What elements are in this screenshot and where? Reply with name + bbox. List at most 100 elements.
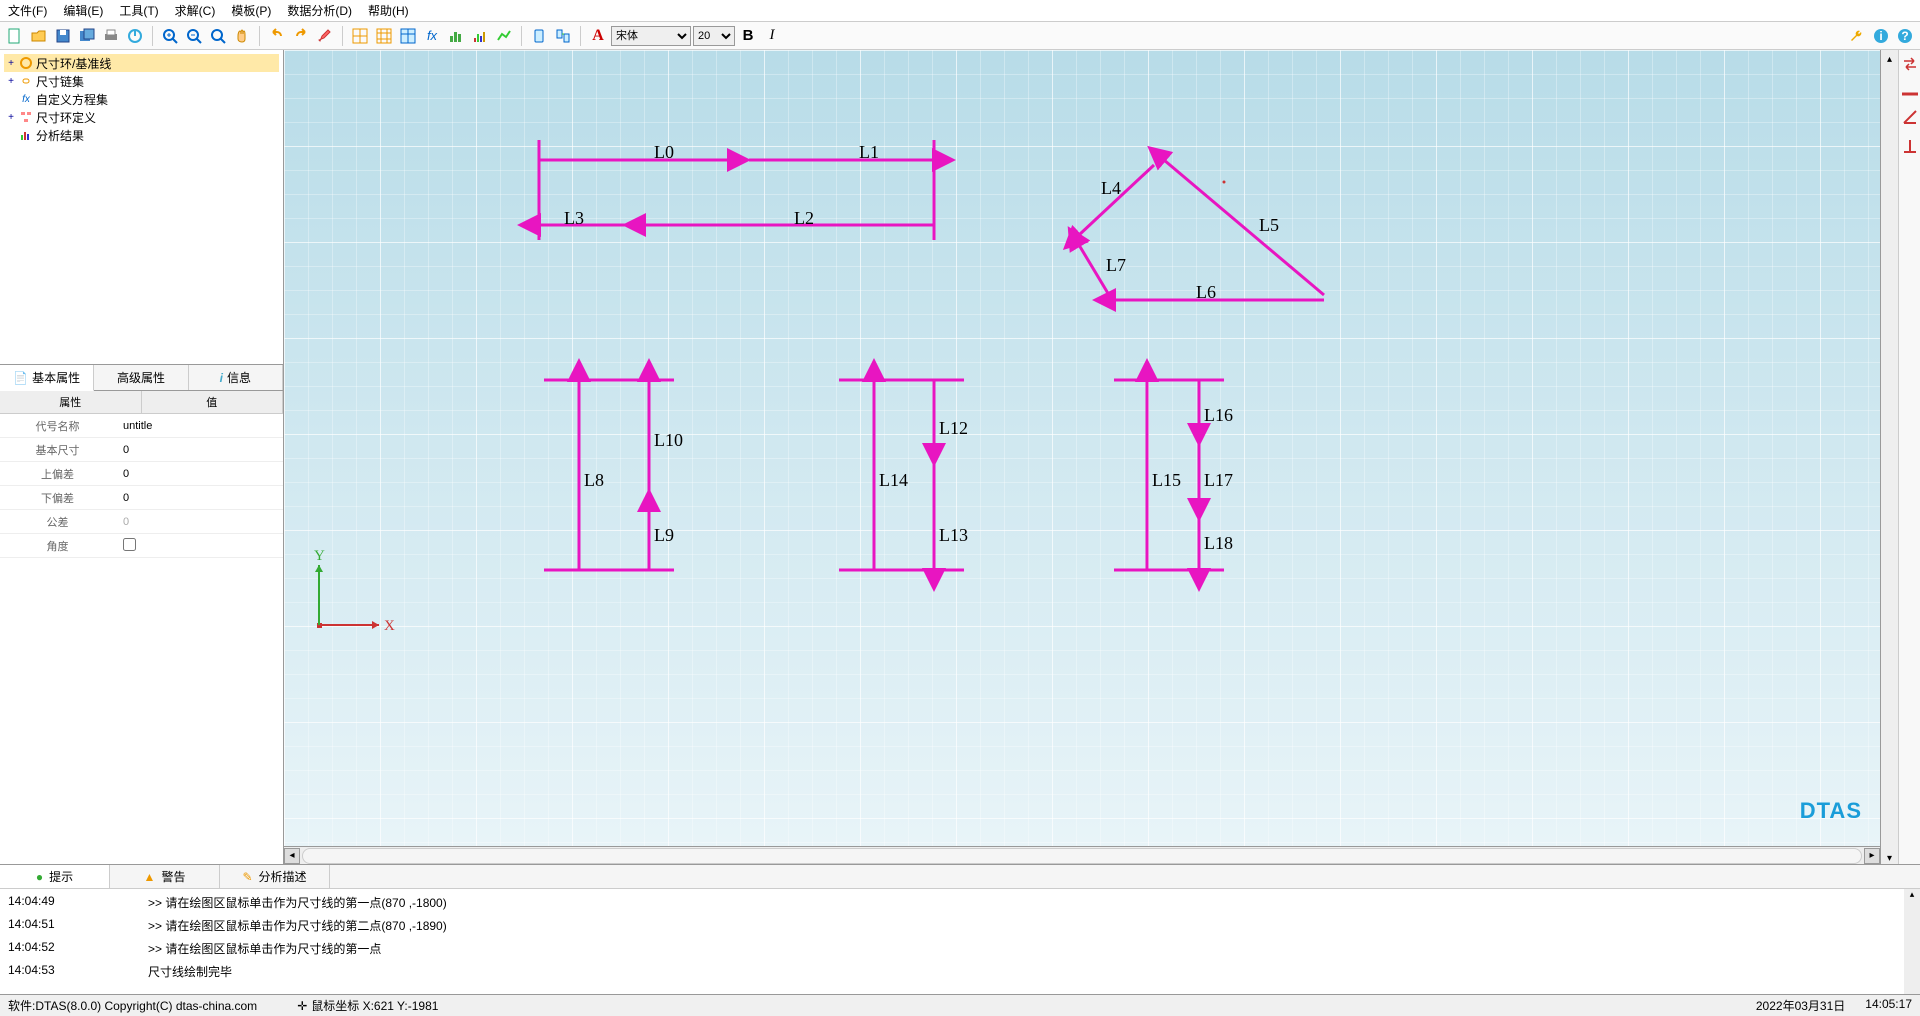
dim-label-L13: L13 (939, 525, 968, 546)
tree-item-analysis-result[interactable]: + 分析结果 (4, 126, 279, 144)
dim-label-L9: L9 (654, 525, 674, 546)
histogram-button[interactable] (445, 25, 467, 47)
tab-analysis-desc[interactable]: ✎分析描述 (220, 865, 330, 888)
help-button[interactable]: ? (1894, 25, 1916, 47)
scroll-down-button[interactable]: ▾ (1887, 853, 1892, 864)
axis-x-label: X (384, 618, 395, 635)
menu-solve[interactable]: 求解(C) (175, 2, 216, 19)
grid1-button[interactable] (349, 25, 371, 47)
tab-hint[interactable]: ●提示 (0, 865, 110, 888)
bottom-tabs: ●提示 ▲警告 ✎分析描述 (0, 865, 1920, 889)
h-scrollbar[interactable]: ◂ ▸ (284, 846, 1880, 864)
tree-label: 尺寸链集 (36, 73, 84, 90)
hline-icon[interactable] (1902, 85, 1918, 99)
angle-icon[interactable] (1902, 109, 1918, 128)
info-button[interactable]: i (1870, 25, 1892, 47)
wrench-button[interactable] (1846, 25, 1868, 47)
zoom-fit-button[interactable] (207, 25, 229, 47)
tree-view[interactable]: + 尺寸环/基准线 + 尺寸链集 + fx 自定义方程集 + 尺寸环定义 + (0, 50, 283, 365)
scroll-left-button[interactable]: ◂ (284, 848, 300, 864)
menu-file[interactable]: 文件(F) (8, 2, 47, 19)
grid2-button[interactable] (373, 25, 395, 47)
chart1-button[interactable] (469, 25, 491, 47)
status-software: 软件:DTAS(8.0.0) Copyright(C) dtas-china.c… (8, 997, 257, 1014)
prop-row[interactable]: 上偏差0 (0, 462, 283, 486)
tab-info[interactable]: i信息 (189, 365, 283, 390)
prop-header-key: 属性 (0, 391, 142, 413)
tree-label: 分析结果 (36, 127, 84, 144)
dim-label-L2: L2 (794, 208, 814, 229)
dim-label-L3: L3 (564, 208, 584, 229)
font-select[interactable]: 宋体 (611, 26, 691, 46)
drawing-canvas[interactable]: L0 L1 L2 L3 L4 L5 L6 L7 L8 L9 L10 L12 L1… (284, 50, 1880, 846)
circle-icon (19, 56, 33, 70)
tab-warning[interactable]: ▲警告 (110, 865, 220, 888)
menu-template[interactable]: 模板(P) (231, 2, 271, 19)
transfer-button[interactable] (552, 25, 574, 47)
tab-basic-props[interactable]: 📄基本属性 (0, 365, 94, 391)
dim-label-L0: L0 (654, 142, 674, 163)
prop-row[interactable]: 基本尺寸0 (0, 438, 283, 462)
toolbar: fx A 宋体 20 B I i ? (0, 22, 1920, 50)
angle-checkbox[interactable] (123, 538, 136, 551)
perp-icon[interactable] (1902, 138, 1918, 157)
prop-row[interactable]: 公差0 (0, 510, 283, 534)
dim-label-L4: L4 (1101, 178, 1121, 199)
save-button[interactable] (52, 25, 74, 47)
open-button[interactable] (28, 25, 50, 47)
text-a-button[interactable]: A (587, 25, 609, 47)
bottom-panel: ●提示 ▲警告 ✎分析描述 14:04:49>> 请在绘图区鼠标单击作为尺寸线的… (0, 864, 1920, 994)
fontsize-select[interactable]: 20 (693, 26, 735, 46)
scroll-track[interactable] (302, 848, 1862, 864)
tree-item-dimension-ring[interactable]: + 尺寸环/基准线 (4, 54, 279, 72)
device-button[interactable] (528, 25, 550, 47)
log-view[interactable]: 14:04:49>> 请在绘图区鼠标单击作为尺寸线的第一点(870 ,-1800… (0, 889, 1920, 994)
drawing-svg (284, 50, 1880, 846)
zoom-out-button[interactable] (183, 25, 205, 47)
prop-row[interactable]: 角度 (0, 534, 283, 558)
menu-data-analysis[interactable]: 数据分析(D) (287, 2, 352, 19)
tree-label: 尺寸环/基准线 (36, 55, 111, 72)
tree-item-chain-set[interactable]: + 尺寸链集 (4, 72, 279, 90)
expander-icon[interactable]: + (6, 112, 16, 123)
table-button[interactable] (397, 25, 419, 47)
prop-row[interactable]: 代号名称untitle (0, 414, 283, 438)
swap-icon[interactable] (1902, 56, 1918, 75)
tab-advanced-props[interactable]: 高级属性 (94, 365, 188, 390)
print-button[interactable] (100, 25, 122, 47)
tree-item-equation-set[interactable]: + fx 自定义方程集 (4, 90, 279, 108)
dim-label-L5: L5 (1259, 215, 1279, 236)
scroll-up-button[interactable]: ▴ (1887, 54, 1892, 65)
saveas-button[interactable] (76, 25, 98, 47)
scroll-right-button[interactable]: ▸ (1864, 848, 1880, 864)
status-coord: 鼠标坐标 X:621 Y:-1981 (311, 997, 438, 1014)
zoom-in-button[interactable] (159, 25, 181, 47)
pan-button[interactable] (231, 25, 253, 47)
right-tool-strip (1898, 50, 1920, 864)
dim-label-L1: L1 (859, 142, 879, 163)
tree-item-ring-def[interactable]: + 尺寸环定义 (4, 108, 279, 126)
italic-button[interactable]: I (761, 25, 783, 47)
flow-icon (19, 110, 33, 124)
redo-button[interactable] (290, 25, 312, 47)
expander-icon[interactable]: + (6, 76, 16, 87)
chart2-button[interactable] (493, 25, 515, 47)
log-row: 14:04:52>> 请在绘图区鼠标单击作为尺寸线的第一点 (8, 937, 1912, 960)
menu-edit[interactable]: 编辑(E) (63, 2, 103, 19)
check-icon: ● (36, 870, 43, 884)
new-button[interactable] (4, 25, 26, 47)
bold-button[interactable]: B (737, 25, 759, 47)
menu-help[interactable]: 帮助(H) (368, 2, 409, 19)
main-area: + 尺寸环/基准线 + 尺寸链集 + fx 自定义方程集 + 尺寸环定义 + (0, 50, 1920, 864)
log-vscroll[interactable]: ▴ (1904, 889, 1920, 994)
brush-button[interactable] (314, 25, 336, 47)
prop-row[interactable]: 下偏差0 (0, 486, 283, 510)
expander-icon[interactable]: + (6, 58, 16, 69)
undo-button[interactable] (266, 25, 288, 47)
property-tabs: 📄基本属性 高级属性 i信息 (0, 365, 283, 391)
status-date: 2022年03月31日 (1756, 997, 1845, 1014)
menu-tool[interactable]: 工具(T) (119, 2, 158, 19)
dim-label-L14: L14 (879, 470, 908, 491)
power-button[interactable] (124, 25, 146, 47)
fx-button[interactable]: fx (421, 25, 443, 47)
